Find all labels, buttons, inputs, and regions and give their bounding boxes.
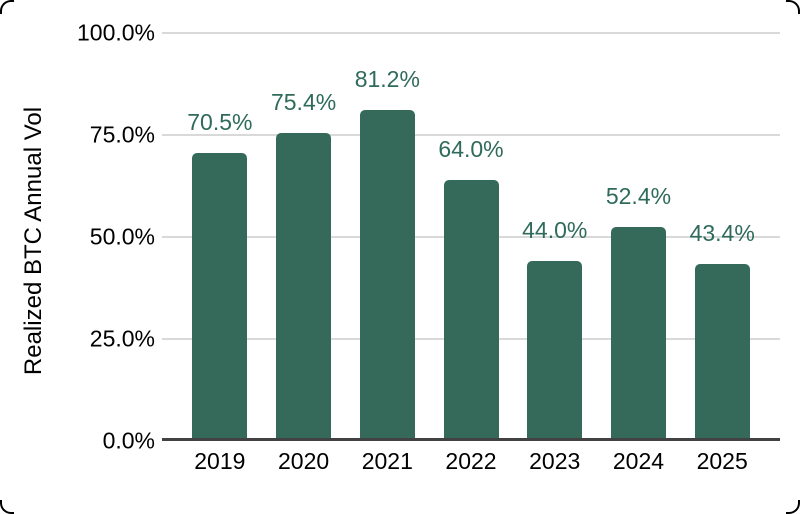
bar xyxy=(694,263,750,441)
bar xyxy=(359,109,415,441)
x-tick-label: 2022 xyxy=(445,447,497,474)
bar xyxy=(610,227,666,441)
y-axis-tick-labels: 100.0% 75.0% 50.0% 25.0% 0.0% xyxy=(0,20,155,454)
x-tick-label: 2020 xyxy=(277,447,330,474)
bar-group: 64.0% xyxy=(429,33,513,441)
bar-value-label: 43.4% xyxy=(689,219,755,246)
y-tick-label: 50.0% xyxy=(89,223,155,250)
gridline xyxy=(162,32,780,34)
bar-group: 43.4% xyxy=(680,33,764,441)
bar-group: 75.4% xyxy=(262,33,346,441)
bar xyxy=(443,179,499,441)
bar-group: 70.5% xyxy=(178,33,262,441)
bar-group: 44.0% xyxy=(513,33,597,441)
x-tick-label: 2021 xyxy=(361,447,413,474)
bar-value-label: 44.0% xyxy=(522,217,588,244)
bar-value-label: 75.4% xyxy=(270,89,337,116)
bar-group: 81.2% xyxy=(345,33,429,441)
bar-value-label: 64.0% xyxy=(438,135,504,162)
x-tick-label: 2024 xyxy=(612,447,665,474)
bar-value-label: 70.5% xyxy=(187,109,253,136)
corner-mark-bottom-right xyxy=(786,500,800,514)
x-tick-label: 2023 xyxy=(529,447,581,474)
bars-row: 70.5% 75.4% 81.2% 64.0% 44.0% 52.4% 43.4… xyxy=(162,33,780,441)
x-axis-tick-labels: 2019 2020 2021 2022 2023 2024 2025 xyxy=(162,444,780,478)
x-tick-label: 2025 xyxy=(696,447,748,474)
bar-value-label: 81.2% xyxy=(354,65,420,92)
gridline xyxy=(162,134,780,136)
y-tick-label: 25.0% xyxy=(89,325,155,352)
corner-mark-top-right xyxy=(786,0,800,14)
corner-mark-top-left xyxy=(0,0,14,14)
bar-group: 52.4% xyxy=(597,33,681,441)
bar-value-label: 52.4% xyxy=(605,183,672,210)
corner-mark-bottom-left xyxy=(0,500,14,514)
y-tick-label: 75.0% xyxy=(89,121,155,148)
axis-baseline xyxy=(162,438,780,441)
x-tick-label: 2019 xyxy=(194,447,246,474)
y-tick-label: 100.0% xyxy=(76,19,155,46)
bar xyxy=(527,261,583,441)
y-tick-label: 0.0% xyxy=(102,427,155,454)
bar xyxy=(192,153,248,441)
bar xyxy=(276,133,332,441)
plot-area: 70.5% 75.4% 81.2% 64.0% 44.0% 52.4% 43.4… xyxy=(162,32,780,441)
